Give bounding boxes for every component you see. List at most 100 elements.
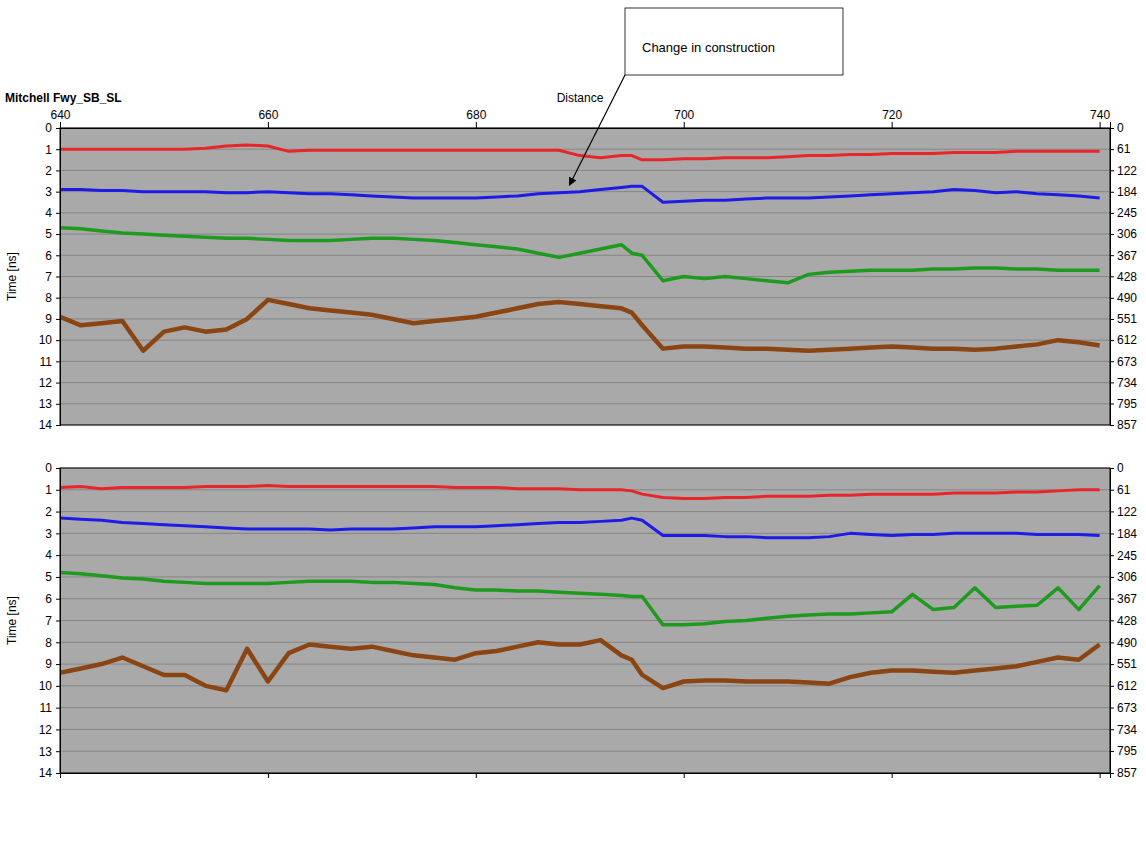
grid-line <box>60 361 1110 362</box>
y-axis-tick-mark <box>56 149 60 150</box>
y2-axis-tick-label: 184 <box>1117 527 1137 541</box>
grid-line <box>60 276 1110 277</box>
y2-axis-tick: 61 <box>1110 142 1131 156</box>
y-axis-tick: 11 <box>40 701 60 715</box>
y-axis-tick-mark <box>56 751 60 752</box>
x-axis-tick-mark <box>684 773 685 778</box>
y-axis-tick-label: 11 <box>40 701 53 715</box>
y-axis-tick-label: 12 <box>39 376 53 390</box>
y2-axis-tick: 734 <box>1110 723 1137 737</box>
x-axis-tick-mark <box>892 122 893 128</box>
plot-background <box>60 128 1110 425</box>
y2-axis-tick-label: 612 <box>1117 333 1137 347</box>
y-axis-tick-label: 8 <box>45 636 52 650</box>
y-axis-title: Time [ns] <box>5 596 19 645</box>
y2-axis-tick-mark <box>1110 404 1114 405</box>
y2-axis-tick-label: 795 <box>1117 397 1137 411</box>
y-axis-tick-mark <box>56 234 60 235</box>
y2-axis-tick-mark <box>1110 577 1114 578</box>
grid-line <box>60 403 1110 404</box>
y2-axis-tick: 795 <box>1110 397 1137 411</box>
y-axis-tick-mark <box>56 192 60 193</box>
y-axis-tick: 7 <box>45 270 60 284</box>
grid-line <box>60 297 1110 298</box>
y-axis-tick: 2 <box>45 164 60 178</box>
y-axis-tick-mark <box>56 255 60 256</box>
x-axis-tick-mark <box>268 773 269 778</box>
x-axis-tick <box>476 773 477 778</box>
y2-axis-tick-mark <box>1110 361 1114 362</box>
y-axis-tick-mark <box>56 621 60 622</box>
y-axis-tick-mark <box>56 361 60 362</box>
y2-axis-tick-label: 673 <box>1117 701 1137 715</box>
grid-line <box>60 664 1110 665</box>
x-axis-tick <box>268 773 269 778</box>
y2-axis-tick-label: 857 <box>1117 766 1137 780</box>
y-axis-tick: 0 <box>45 461 60 475</box>
x-axis <box>61 773 1111 778</box>
grid-line <box>60 255 1110 256</box>
x-axis-tick-mark <box>892 773 893 778</box>
y-axis-tick-mark <box>56 773 60 774</box>
y-axis-tick-label: 13 <box>39 397 53 411</box>
x-axis-tick-mark <box>1100 122 1101 128</box>
y-axis-tick-label: 3 <box>45 185 52 199</box>
y2-axis-tick: 306 <box>1110 570 1137 584</box>
x-axis-tick: 640 <box>50 108 70 128</box>
y-axis-tick-mark <box>56 213 60 214</box>
y2-axis-tick: 61 <box>1110 483 1131 497</box>
x-axis-line <box>61 122 1111 129</box>
y2-axis-tick-mark <box>1110 686 1114 687</box>
y-axis-tick-label: 1 <box>45 483 52 497</box>
y2-axis-tick: 551 <box>1110 657 1137 671</box>
y2-axis-tick-label: 61 <box>1117 483 1131 497</box>
x-axis-tick-label: 740 <box>1090 108 1110 122</box>
y2-axis-tick-label: 367 <box>1117 592 1137 606</box>
y2-axis-tick-mark <box>1110 511 1114 512</box>
x-axis-tick: 680 <box>466 108 486 128</box>
y-axis-tick-label: 12 <box>39 723 53 737</box>
y-axis-tick: 7 <box>45 614 60 628</box>
x-axis-tick-label: 640 <box>50 108 70 122</box>
y2-axis-tick-label: 184 <box>1117 185 1137 199</box>
y2-axis: 0611221842453063674284905516126737347958… <box>1110 121 1137 432</box>
y2-axis-tick-mark <box>1110 213 1114 214</box>
grid-line <box>60 576 1110 577</box>
y-axis-tick-label: 5 <box>45 570 52 584</box>
y2-axis-tick-label: 734 <box>1117 376 1137 390</box>
grid-line <box>60 234 1110 235</box>
y-axis-tick-mark <box>56 319 60 320</box>
y-axis-tick: 12 <box>39 376 60 390</box>
y2-axis-tick: 245 <box>1110 206 1137 220</box>
x-axis-tick-label: 700 <box>674 108 694 122</box>
x-axis-tick-mark <box>476 773 477 778</box>
x-axis-tick: 660 <box>258 108 278 128</box>
y-axis-tick-label: 3 <box>45 527 52 541</box>
y-axis-tick: 9 <box>45 312 60 326</box>
y2-axis-tick-mark <box>1110 533 1114 534</box>
y2-axis-tick-label: 490 <box>1117 636 1137 650</box>
x-axis-tick <box>684 773 685 778</box>
x-axis-tick-mark <box>684 122 685 128</box>
x-axis-tick: 740 <box>1090 108 1110 128</box>
grid-line <box>60 511 1110 512</box>
y2-axis-tick-label: 551 <box>1117 312 1137 326</box>
y2-axis-tick: 612 <box>1110 333 1137 347</box>
y2-axis-tick: 367 <box>1110 592 1137 606</box>
grid-line <box>60 318 1110 319</box>
y2-axis-tick-label: 0 <box>1117 121 1124 135</box>
y2-axis-tick-label: 306 <box>1117 570 1137 584</box>
y2-axis-tick: 0 <box>1110 461 1124 475</box>
x-axis-tick-label: 660 <box>258 108 278 122</box>
panel: 0123456789101112131406112218424530636742… <box>5 461 1137 780</box>
y-axis-tick: 6 <box>45 249 60 263</box>
y2-axis-tick: 673 <box>1110 355 1137 369</box>
grid-line <box>60 555 1110 556</box>
y-axis-tick-label: 6 <box>45 249 52 263</box>
y2-axis-tick: 795 <box>1110 744 1137 758</box>
y2-axis-tick-mark <box>1110 425 1114 426</box>
y2-axis-tick-mark <box>1110 599 1114 600</box>
y2-axis-tick: 857 <box>1110 766 1137 780</box>
y2-axis-tick-mark <box>1110 642 1114 643</box>
y2-axis-tick-label: 734 <box>1117 723 1137 737</box>
